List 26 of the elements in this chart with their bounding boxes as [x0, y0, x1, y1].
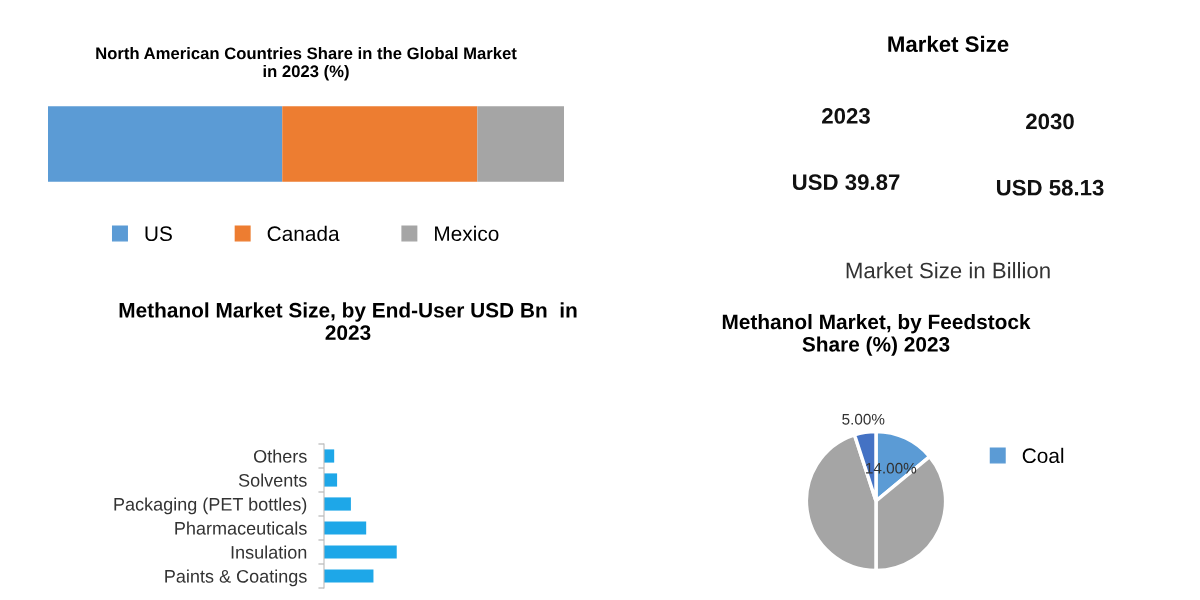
bar	[324, 449, 335, 463]
text: 2023	[822, 108, 870, 124]
text: Market Size in Billion	[846, 262, 1050, 279]
text: USD 39.87	[792, 174, 900, 191]
legend-label: US	[145, 226, 172, 242]
bar	[324, 497, 351, 511]
text: USD 58.13	[996, 179, 1104, 196]
y-tick-label: Others	[254, 449, 307, 463]
chart-title: Methanol Market Size, by End-User USD Bn in 2023	[119, 302, 577, 341]
legend-label: Canada	[267, 225, 340, 242]
legend-label: Mexico	[435, 225, 499, 242]
legend-label: Coal	[1022, 447, 1064, 464]
bar	[324, 473, 338, 487]
chart-title: Methanol Market, by Feedstock Share (%) 2023	[722, 313, 1031, 356]
text: Market Size	[888, 35, 1009, 53]
data-label: 5.00%	[842, 413, 885, 425]
bar	[324, 569, 374, 583]
y-tick-label: Packaging (PET bottles)	[114, 497, 307, 515]
bar	[324, 521, 367, 535]
y-tick-label: Insulation	[231, 545, 307, 559]
text: 2030	[1026, 113, 1074, 130]
bar	[324, 545, 397, 559]
chart-title: North American Countries Share in the Global Market in 2023 (%)	[96, 46, 517, 81]
y-tick-label: Pharmaceuticals	[175, 521, 307, 535]
y-tick-label: Paints & Coatings	[165, 569, 307, 587]
y-tick-label: Solvents	[238, 473, 307, 487]
